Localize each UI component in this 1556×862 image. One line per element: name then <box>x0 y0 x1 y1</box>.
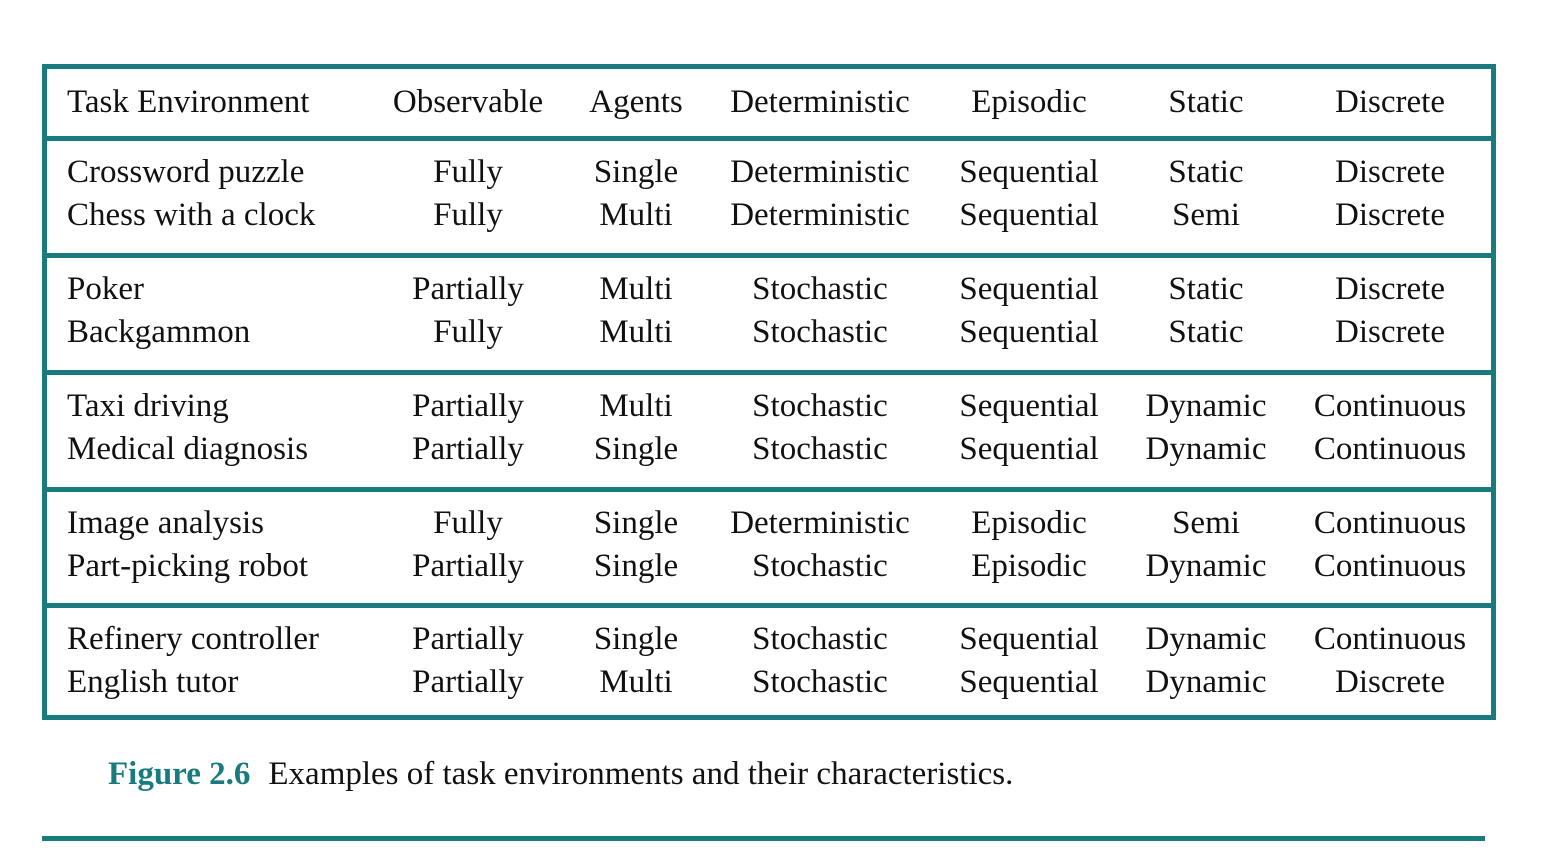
cell-static: Dynamic <box>1145 431 1267 467</box>
cell-agents: Single <box>593 621 679 657</box>
cell-episodic: Sequential <box>959 388 1099 424</box>
cell-episodic: Episodic <box>971 548 1087 584</box>
cell-task-environment: Taxi driving <box>67 388 229 424</box>
cell-episodic: Sequential <box>959 431 1099 467</box>
row-group: Crossword puzzle Fully Single Deterministic… <box>47 136 1491 253</box>
cell-static: Semi <box>1172 505 1240 541</box>
cell-episodic: Episodic <box>971 505 1087 541</box>
cell-episodic: Sequential <box>959 664 1099 700</box>
cell-task-environment: Backgammon <box>67 314 251 350</box>
cell-discrete: Continuous <box>1313 505 1467 541</box>
row-group: Refinery controller Partially Single Stocha… <box>47 603 1491 715</box>
cell-task-environment: Refinery controller <box>67 621 319 657</box>
cell-static: Dynamic <box>1145 621 1267 657</box>
figure-caption: Figure 2.6 Examples of task environments … <box>108 752 1013 796</box>
cell-discrete: Discrete <box>1335 84 1445 120</box>
cell-discrete: Continuous <box>1313 431 1467 467</box>
cell-agents: Multi <box>599 271 673 307</box>
cell-observable: Fully <box>433 314 503 350</box>
header-row: Task Environment Observable Agents Determin… <box>47 81 1491 124</box>
table-row: Part-picking robot Partially Single Stochas… <box>47 545 1491 588</box>
cell-deterministic: Deterministic <box>730 154 910 190</box>
cell-observable: Partially <box>412 664 524 700</box>
cell-episodic: Sequential <box>959 271 1099 307</box>
cell-static: Dynamic <box>1145 548 1267 584</box>
cell-agents: Multi <box>599 314 673 350</box>
figure-label: Figure 2.6 <box>108 756 251 792</box>
cell-observable: Fully <box>433 197 503 233</box>
cell-discrete: Continuous <box>1313 548 1467 584</box>
cell-observable: Partially <box>412 621 524 657</box>
table-row: Chess with a clock Fully Multi Deterministi… <box>47 194 1491 237</box>
cell-discrete: Discrete <box>1335 154 1445 190</box>
cell-discrete: Discrete <box>1335 197 1445 233</box>
cell-agents: Agents <box>589 84 683 120</box>
cell-agents: Single <box>593 548 679 584</box>
cell-episodic: Sequential <box>959 314 1099 350</box>
cell-agents: Multi <box>599 388 673 424</box>
cell-task-environment: Chess with a clock <box>67 197 316 233</box>
table-row: Medical diagnosis Partially Single Stochast… <box>47 428 1491 471</box>
cell-observable: Partially <box>412 431 524 467</box>
cell-observable: Partially <box>412 271 524 307</box>
cell-discrete: Continuous <box>1313 621 1467 657</box>
cell-deterministic: Deterministic <box>730 84 910 120</box>
cell-episodic: Sequential <box>959 197 1099 233</box>
cell-discrete: Discrete <box>1335 664 1445 700</box>
cell-discrete: Continuous <box>1313 388 1467 424</box>
cell-deterministic: Deterministic <box>730 197 910 233</box>
table-row: English tutor Partially Multi Stochastic Seq… <box>47 661 1491 704</box>
cell-discrete: Discrete <box>1335 271 1445 307</box>
cell-deterministic: Stochastic <box>752 548 888 584</box>
table-row: Refinery controller Partially Single Stocha… <box>47 618 1491 661</box>
cell-static: Static <box>1168 271 1244 307</box>
cell-deterministic: Deterministic <box>730 505 910 541</box>
cell-task-environment: Part-picking robot <box>67 548 309 584</box>
cell-deterministic: Stochastic <box>752 621 888 657</box>
cell-task-environment: Medical diagnosis <box>67 431 309 467</box>
table-row: Crossword puzzle Fully Single Deterministic… <box>47 151 1491 194</box>
task-environment-table: Task Environment Observable Agents Determin… <box>42 64 1496 720</box>
cell-deterministic: Stochastic <box>752 388 888 424</box>
cell-static: Static <box>1168 84 1244 120</box>
cell-deterministic: Stochastic <box>752 271 888 307</box>
cell-observable: Fully <box>433 154 503 190</box>
cell-observable: Partially <box>412 548 524 584</box>
cell-deterministic: Stochastic <box>752 664 888 700</box>
cell-agents: Single <box>593 431 679 467</box>
cell-observable: Partially <box>412 388 524 424</box>
cell-static: Dynamic <box>1145 664 1267 700</box>
cell-task-environment: Task Environment <box>67 84 310 120</box>
cell-episodic: Sequential <box>959 621 1099 657</box>
bottom-rule <box>42 836 1485 841</box>
table-row: Taxi driving Partially Multi Stochastic Sequ… <box>47 385 1491 428</box>
table-row: Image analysis Fully Single Deterministic Ep… <box>47 502 1491 545</box>
cell-deterministic: Stochastic <box>752 314 888 350</box>
cell-task-environment: Image analysis <box>67 505 265 541</box>
table-row: Poker Partially Multi Stochastic Sequential S… <box>47 268 1491 311</box>
cell-agents: Multi <box>599 197 673 233</box>
cell-static: Semi <box>1172 197 1240 233</box>
cell-static: Dynamic <box>1145 388 1267 424</box>
table-row: Backgammon Fully Multi Stochastic Sequential… <box>47 311 1491 354</box>
cell-observable: Observable <box>392 84 544 120</box>
cell-observable: Fully <box>433 505 503 541</box>
cell-task-environment: Poker <box>67 271 144 307</box>
row-group: Taxi driving Partially Multi Stochastic Sequ… <box>47 370 1491 487</box>
cell-agents: Single <box>593 505 679 541</box>
figure-caption-text: Examples of task environments and their … <box>268 756 1014 792</box>
cell-task-environment: English tutor <box>67 664 239 700</box>
cell-deterministic: Stochastic <box>752 431 888 467</box>
cell-task-environment: Crossword puzzle <box>67 154 305 190</box>
cell-agents: Single <box>593 154 679 190</box>
table-header: Task Environment Observable Agents Determin… <box>47 69 1491 136</box>
cell-episodic: Sequential <box>959 154 1099 190</box>
cell-static: Static <box>1168 154 1244 190</box>
cell-static: Static <box>1168 314 1244 350</box>
cell-discrete: Discrete <box>1335 314 1445 350</box>
row-group: Poker Partially Multi Stochastic Sequential S… <box>47 253 1491 370</box>
row-group: Image analysis Fully Single Deterministic Ep… <box>47 487 1491 603</box>
cell-episodic: Episodic <box>971 84 1087 120</box>
cell-agents: Multi <box>599 664 673 700</box>
